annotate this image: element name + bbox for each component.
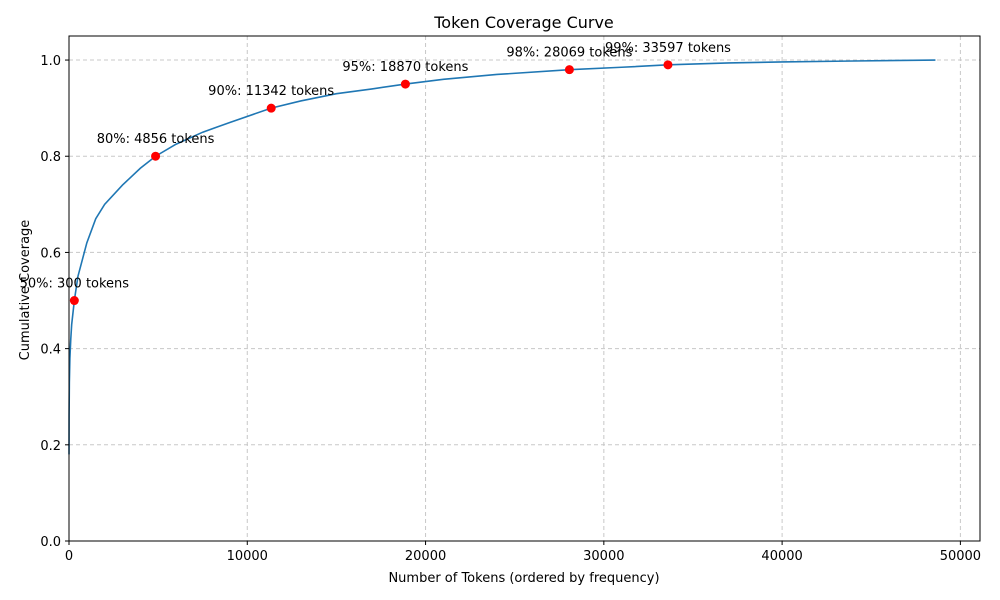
coverage-series-line [68, 59, 936, 455]
x-axis-label: Number of Tokens (ordered by frequency) [388, 571, 659, 586]
chart-title: Token Coverage Curve [433, 13, 614, 32]
threshold-annotation: 90%: 11342 tokens [208, 84, 334, 99]
y-tick-label: 1.0 [40, 54, 61, 69]
y-tick-label: 0.2 [40, 439, 61, 454]
x-tick-label: 40000 [761, 549, 802, 564]
x-tick-label: 10000 [227, 549, 268, 564]
grid-lines [68, 36, 980, 542]
x-tick-label: 30000 [583, 549, 624, 564]
y-axis-label: Cumulative Coverage [18, 220, 33, 361]
threshold-marker [151, 151, 161, 161]
threshold-marker [564, 65, 574, 75]
y-tick-label: 0.0 [40, 535, 61, 550]
threshold-annotation: 98%: 28069 tokens [506, 46, 632, 61]
threshold-annotation: 99%: 33597 tokens [605, 41, 731, 56]
x-tick-label: 0 [65, 549, 73, 564]
plot-frame [68, 35, 981, 542]
curve-layer [68, 59, 936, 455]
threshold-marker [663, 60, 673, 70]
threshold-marker [266, 103, 276, 113]
threshold-annotation: 80%: 4856 tokens [97, 132, 215, 147]
x-tick-label: 50000 [940, 549, 981, 564]
y-axis-ticks: 0.0 0.2 0.4 0.6 0.8 1.0 [40, 54, 69, 550]
threshold-marker [400, 79, 410, 89]
y-tick-label: 0.4 [40, 343, 61, 358]
y-tick-label: 0.8 [40, 150, 61, 165]
threshold-marker [69, 296, 79, 306]
marker-layer [69, 60, 673, 306]
threshold-annotation: 95%: 18870 tokens [342, 60, 468, 75]
threshold-annotation: 50%: 300 tokens [20, 277, 130, 292]
annotation-layer: 50%: 300 tokens 80%: 4856 tokens 90%: 1134… [20, 41, 732, 292]
x-tick-label: 20000 [405, 549, 446, 564]
x-axis-ticks: 0 10000 20000 30000 40000 50000 [65, 541, 981, 564]
y-tick-label: 0.6 [40, 246, 61, 261]
